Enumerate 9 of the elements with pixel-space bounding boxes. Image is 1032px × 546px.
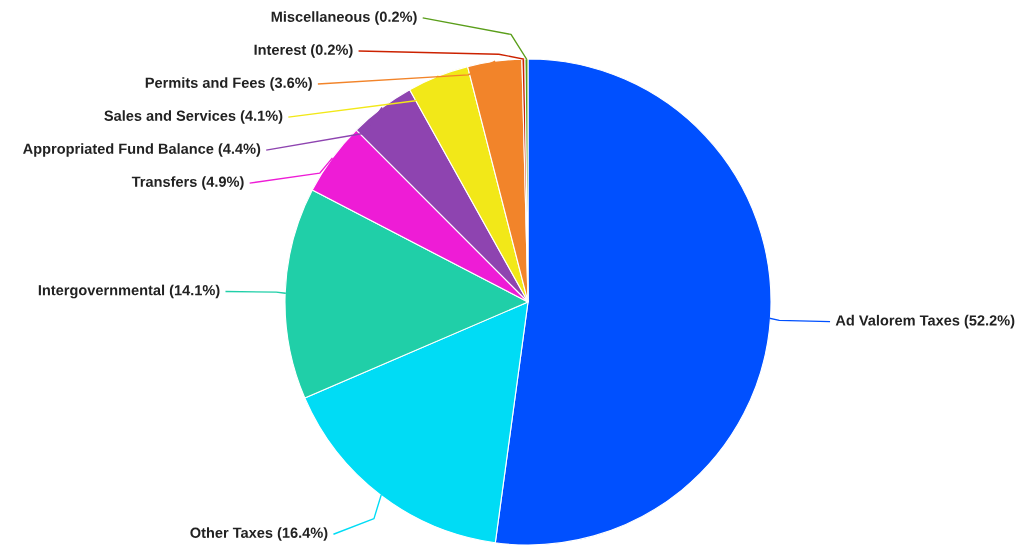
slice-label: Ad Valorem Taxes (52.2%) — [835, 314, 1015, 329]
slice-label: Interest (0.2%) — [254, 44, 353, 58]
slice-label: Permits and Fees (3.6%) — [145, 77, 312, 91]
slice-label: Intergovernmental (14.1%) — [38, 284, 220, 299]
slice-label: Appropriated Fund Balance (4.4%) — [23, 143, 261, 157]
slice-label: Other Taxes (16.4%) — [190, 527, 328, 541]
slice-label: Miscellaneous (0.2%) — [271, 11, 417, 25]
slice-label: Sales and Services (4.1%) — [104, 110, 283, 124]
slice-label: Transfers (4.9%) — [131, 176, 244, 190]
